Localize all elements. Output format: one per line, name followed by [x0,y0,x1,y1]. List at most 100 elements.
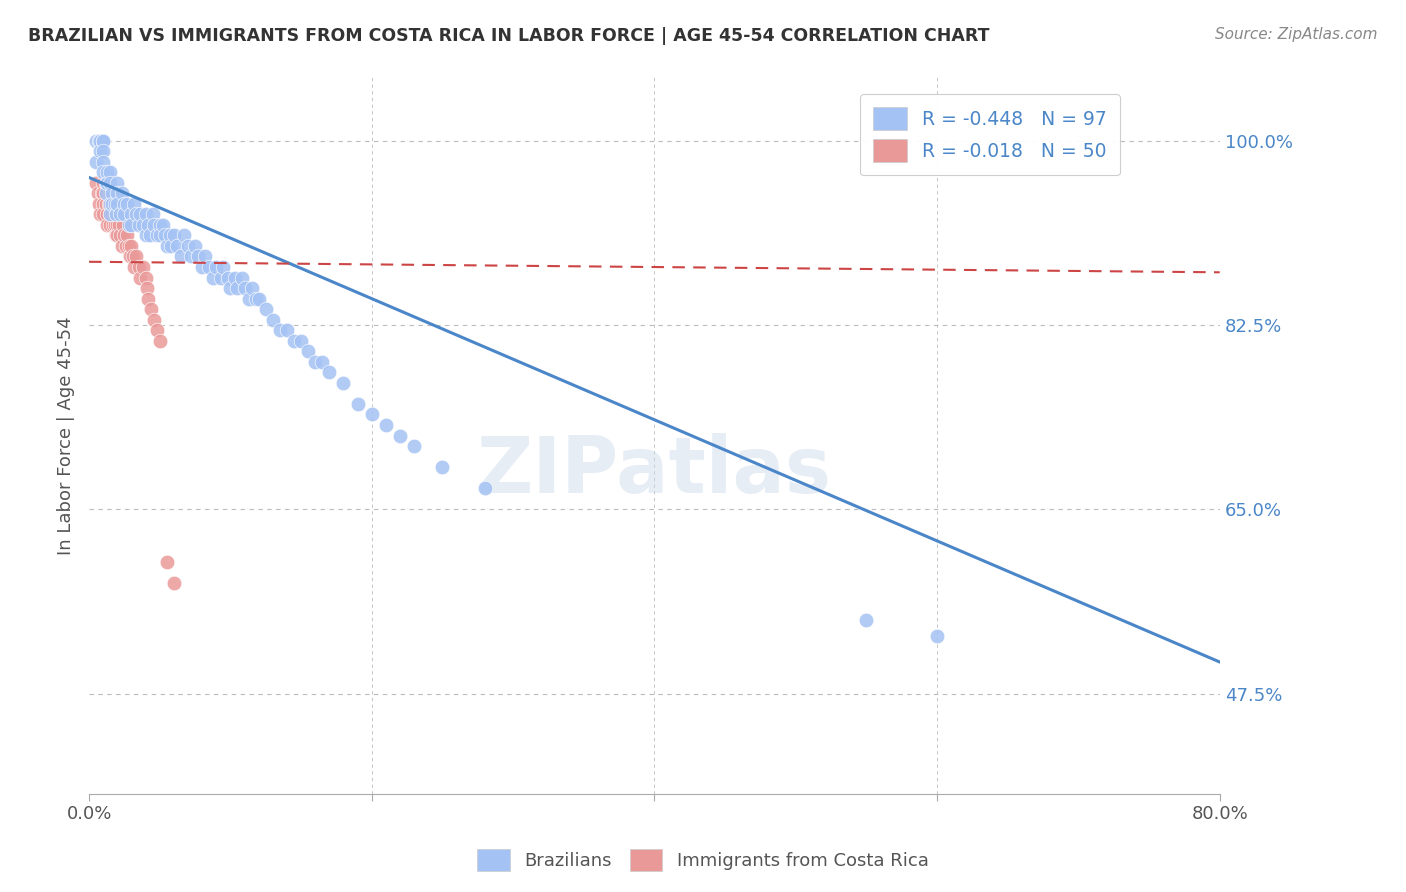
Point [105,228,128,243]
Point [118,250,141,264]
Point [89,144,111,158]
Point [173,228,195,243]
Point [84,154,107,169]
Point [156,239,179,253]
Point [91,207,114,221]
Point [112,197,135,211]
Point [187,250,209,264]
Point [129,207,152,221]
Point [91,144,114,158]
Point [269,323,291,337]
Point [91,186,114,201]
Point [163,228,186,243]
Point [89,207,111,221]
Point [160,239,183,253]
Point [104,207,127,221]
Point [94,186,117,201]
Point [86,186,108,201]
Point [925,629,948,643]
Point [128,260,150,274]
Point [224,270,246,285]
Point [108,228,131,243]
Point [138,292,160,306]
Point [96,176,118,190]
Point [98,165,121,179]
Point [129,270,152,285]
Point [105,176,128,190]
Point [124,260,146,274]
Point [143,312,166,326]
Point [247,292,270,306]
Point [105,207,128,221]
Point [404,439,426,453]
Point [155,228,177,243]
Point [91,154,114,169]
Point [114,239,136,253]
Point [143,218,166,232]
Point [346,397,368,411]
Point [94,197,117,211]
Point [91,176,114,190]
Point [245,292,267,306]
Point [146,228,169,243]
Point [105,218,128,232]
Point [98,218,121,232]
Point [98,207,121,221]
Point [98,197,121,211]
Point [90,186,112,201]
Text: ZIPatlas: ZIPatlas [477,434,832,509]
Point [135,207,157,221]
Point [226,281,249,295]
Point [94,176,117,190]
Point [177,239,200,253]
Point [262,312,284,326]
Point [100,207,122,221]
Point [117,218,139,232]
Point [108,207,131,221]
Point [96,218,118,232]
Point [98,207,121,221]
Point [240,281,263,295]
Point [122,250,145,264]
Legend: Brazilians, Immigrants from Costa Rica: Brazilians, Immigrants from Costa Rica [470,842,936,879]
Point [184,239,207,253]
Point [87,134,110,148]
Point [170,250,193,264]
Point [238,292,260,306]
Point [121,207,143,221]
Point [101,218,124,232]
Point [202,270,225,285]
Point [84,134,107,148]
Point [132,260,155,274]
Point [96,207,118,221]
Point [219,281,242,295]
Text: Source: ZipAtlas.com: Source: ZipAtlas.com [1215,27,1378,42]
Point [100,186,122,201]
Point [311,355,333,369]
Point [103,197,125,211]
Point [135,270,157,285]
Point [103,218,125,232]
Point [194,250,217,264]
Point [98,176,121,190]
Point [290,334,312,348]
Point [152,218,174,232]
Point [112,207,135,221]
Point [117,239,139,253]
Point [149,228,172,243]
Point [135,228,157,243]
Point [156,555,179,569]
Point [360,408,382,422]
Point [125,207,148,221]
Point [105,186,128,201]
Point [304,355,326,369]
Point [97,197,120,211]
Point [198,260,221,274]
Point [146,323,169,337]
Point [205,260,228,274]
Point [139,228,162,243]
Point [124,197,146,211]
Point [141,302,163,317]
Point [112,228,135,243]
Point [115,228,138,243]
